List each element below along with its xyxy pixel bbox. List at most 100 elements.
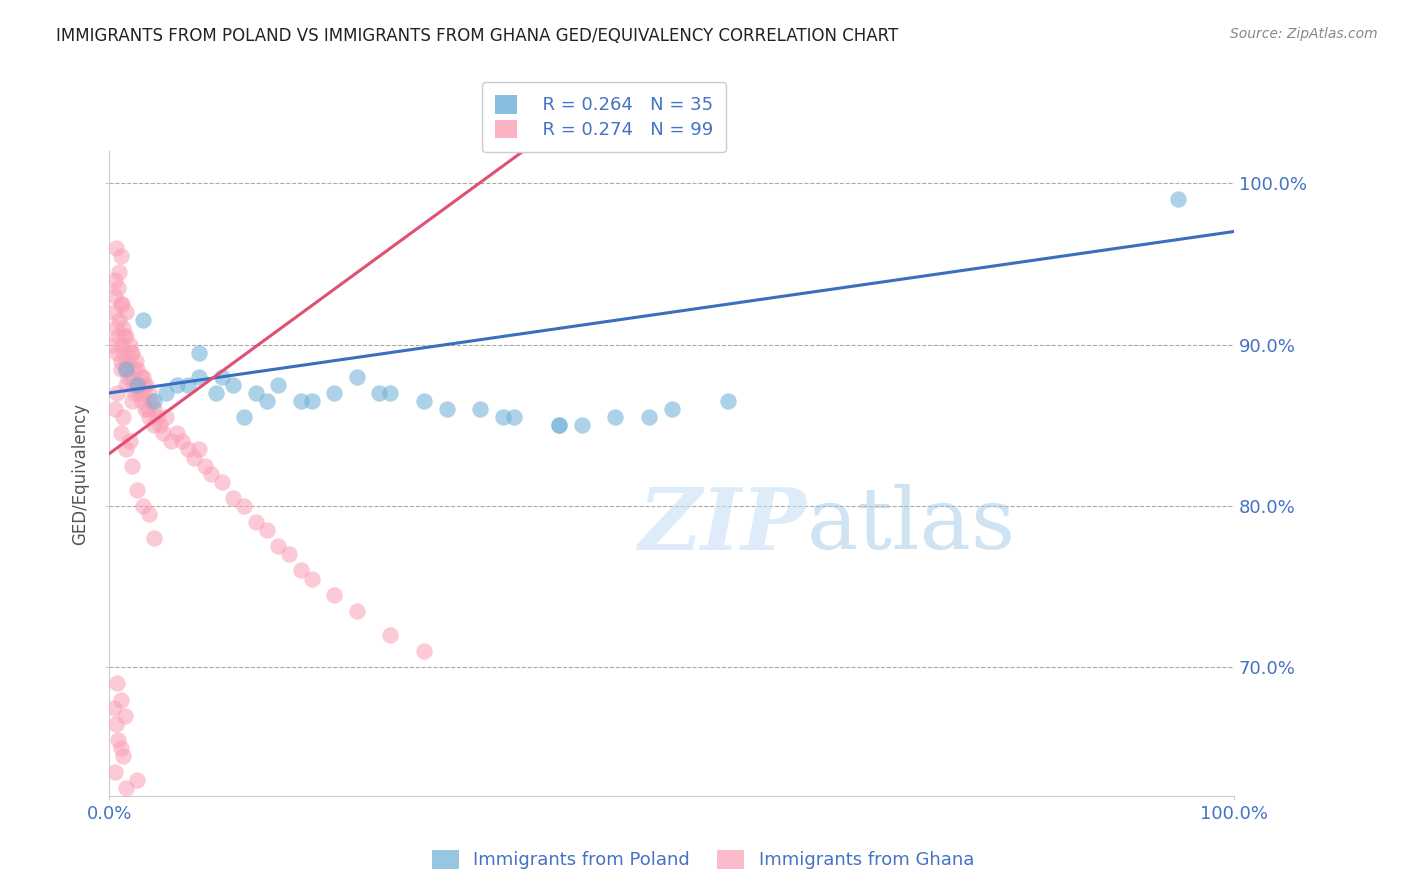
Point — [256, 394, 278, 409]
Point — [233, 410, 256, 425]
Point — [245, 386, 267, 401]
Point — [138, 410, 160, 425]
Point — [115, 329, 138, 343]
Point — [132, 386, 155, 401]
Point — [105, 676, 128, 690]
Point — [127, 773, 149, 788]
Point — [117, 353, 139, 368]
Point — [503, 410, 526, 425]
Point — [118, 434, 141, 449]
Point — [155, 386, 177, 401]
Point — [111, 337, 134, 351]
Point — [112, 345, 135, 359]
Point — [101, 337, 124, 351]
Point — [492, 410, 515, 425]
Point — [104, 402, 127, 417]
Point — [104, 289, 127, 303]
Point — [380, 386, 402, 401]
Point — [368, 386, 391, 401]
Point — [111, 297, 134, 311]
Point — [103, 700, 125, 714]
Point — [111, 321, 134, 335]
Point — [323, 386, 346, 401]
Point — [139, 394, 162, 409]
Point — [413, 394, 436, 409]
Point — [470, 402, 492, 417]
Legend: Immigrants from Poland, Immigrants from Ghana: Immigrants from Poland, Immigrants from … — [423, 841, 983, 879]
Point — [110, 361, 132, 376]
Point — [132, 369, 155, 384]
Point — [115, 781, 138, 796]
Point — [194, 458, 217, 473]
Text: ZIP: ZIP — [638, 483, 807, 567]
Point — [110, 741, 132, 756]
Point — [245, 515, 267, 529]
Point — [128, 377, 150, 392]
Point — [111, 749, 134, 764]
Point — [110, 692, 132, 706]
Point — [104, 765, 127, 780]
Point — [188, 442, 211, 457]
Point — [413, 644, 436, 658]
Point — [114, 361, 136, 376]
Point — [200, 467, 222, 481]
Point — [122, 377, 145, 392]
Point — [323, 588, 346, 602]
Point — [121, 458, 143, 473]
Point — [115, 377, 138, 392]
Point — [1167, 192, 1189, 206]
Point — [138, 507, 160, 521]
Point — [127, 483, 149, 497]
Point — [105, 716, 128, 731]
Point — [110, 297, 132, 311]
Point — [188, 345, 211, 359]
Point — [120, 345, 142, 359]
Point — [121, 394, 143, 409]
Point — [290, 564, 312, 578]
Point — [122, 361, 145, 376]
Point — [127, 361, 149, 376]
Point — [107, 733, 129, 747]
Point — [136, 402, 159, 417]
Point — [143, 394, 166, 409]
Point — [112, 329, 135, 343]
Point — [346, 604, 368, 618]
Point — [115, 361, 138, 376]
Point — [121, 345, 143, 359]
Point — [129, 369, 152, 384]
Point — [105, 345, 128, 359]
Point — [114, 708, 136, 723]
Point — [661, 402, 683, 417]
Point — [110, 249, 132, 263]
Point — [131, 394, 153, 409]
Point — [127, 377, 149, 392]
Point — [124, 386, 146, 401]
Point — [132, 313, 155, 327]
Point — [103, 305, 125, 319]
Point — [638, 410, 661, 425]
Point — [188, 369, 211, 384]
Point — [346, 369, 368, 384]
Legend:   R = 0.264   N = 35,   R = 0.274   N = 99: R = 0.264 N = 35, R = 0.274 N = 99 — [482, 82, 725, 152]
Point — [160, 434, 183, 449]
Point — [105, 241, 128, 255]
Point — [380, 628, 402, 642]
Point — [605, 410, 627, 425]
Point — [117, 369, 139, 384]
Point — [110, 426, 132, 441]
Point — [177, 442, 200, 457]
Point — [166, 426, 188, 441]
Point — [548, 418, 571, 433]
Y-axis label: GED/Equivalency: GED/Equivalency — [72, 402, 89, 545]
Point — [301, 394, 323, 409]
Point — [211, 475, 233, 489]
Point — [105, 386, 128, 401]
Point — [233, 499, 256, 513]
Point — [717, 394, 740, 409]
Point — [127, 377, 149, 392]
Point — [290, 394, 312, 409]
Point — [108, 313, 131, 327]
Point — [108, 265, 131, 279]
Point — [166, 377, 188, 392]
Point — [107, 281, 129, 295]
